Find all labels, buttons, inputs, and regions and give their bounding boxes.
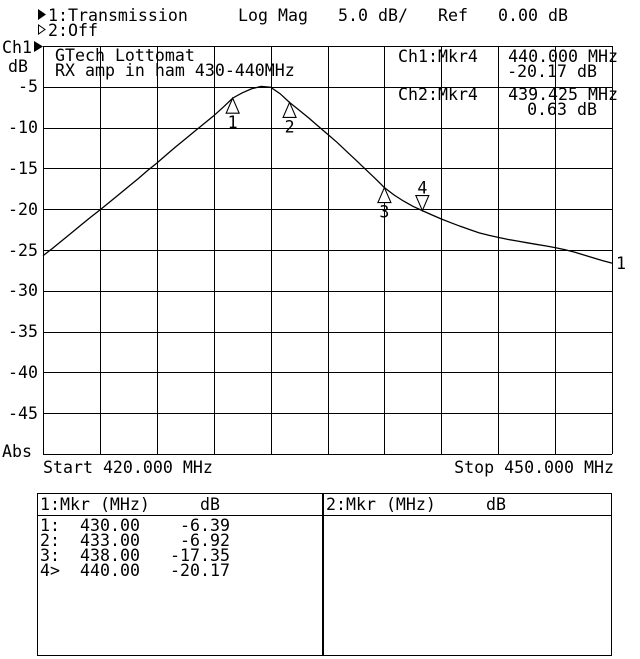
- marker-table-cell-num: 4>: [40, 561, 60, 580]
- inactive-trace-icon: [38, 24, 46, 35]
- ref-level-icon: [34, 41, 43, 52]
- trace-1-end-label: 1: [616, 254, 626, 273]
- marker-table-cell-num: 2:: [40, 531, 60, 550]
- marker-table-ch2-header: 2:Mkr (MHz) dB: [324, 494, 611, 516]
- active-trace-icon: [38, 9, 46, 20]
- start-frequency-label: Start 420.000 MHz: [43, 458, 213, 477]
- y-axis-label: -10: [8, 118, 38, 138]
- marker-table-ch1-header-label: 1:Mkr (MHz): [40, 495, 150, 514]
- y-axis-label: -20: [8, 199, 38, 219]
- marker-2-icon: [282, 101, 297, 119]
- marker-table-row: 4> 440.00 -20.17: [40, 561, 230, 580]
- y-axis-label: -40: [8, 362, 38, 382]
- channel-label: Ch1: [2, 38, 32, 57]
- title-line2: RX amp in ham 430-440MHz: [55, 61, 295, 80]
- marker-table-cell-freq: 438.00: [80, 546, 140, 565]
- stop-frequency-label: Stop 450.000 MHz: [454, 458, 614, 477]
- marker-2-number: 2: [285, 117, 295, 136]
- marker-table-cell-db: -6.92: [180, 531, 230, 550]
- trace2-label: 2:Off: [48, 21, 98, 40]
- marker-table-row: 2: 433.00 -6.92: [40, 531, 230, 550]
- readout-ch2-freq: 439.425 MHz: [508, 85, 618, 104]
- marker-table-cell-freq: 430.00: [80, 516, 140, 535]
- y-axis-label: -35: [8, 322, 38, 342]
- marker-3-number: 3: [379, 203, 389, 222]
- marker-table-cell-freq: 433.00: [80, 531, 140, 550]
- y-axis-label: -5: [18, 77, 38, 97]
- marker-table-ch1-header-unit: dB: [200, 495, 220, 514]
- readout-ch1-label: Ch1:Mkr4: [398, 47, 478, 66]
- marker-table-cell-db: -17.35: [170, 546, 230, 565]
- marker-table-ch2: 2:Mkr (MHz) dB: [323, 493, 612, 656]
- ref-label: Ref: [438, 6, 468, 25]
- marker-table-ch1-rows: 1: 430.00 -6.39 2: 433.00 -6.92 3: 438.00 -17.35…: [40, 516, 230, 580]
- marker-4-icon: [414, 195, 430, 212]
- y-axis-label: -45: [8, 403, 38, 423]
- marker-4-number: 4: [417, 179, 427, 198]
- marker-table-cell-db: -6.39: [180, 516, 230, 535]
- readout-ch1-freq: 440.000 MHz: [508, 47, 618, 66]
- marker-1-icon: [225, 96, 241, 114]
- marker-table-ch2-header-unit: dB: [486, 495, 506, 514]
- marker-3-icon: [377, 186, 392, 204]
- title-line1: GTech Lottomat: [55, 46, 195, 65]
- marker-table-ch2-header-label: 2:Mkr (MHz): [326, 495, 436, 514]
- marker-table-cell-db: -20.17: [170, 561, 230, 580]
- readout-ch2-level: 0.63 dB: [527, 100, 597, 119]
- ref-value: 0.00 dB: [498, 6, 568, 25]
- marker-table-cell-num: 1:: [40, 516, 60, 535]
- marker-table-cell-freq: 440.00: [80, 561, 140, 580]
- scale-label: 5.0 dB/: [338, 6, 408, 25]
- marker-table-row: 1: 430.00 -6.39: [40, 516, 230, 535]
- y-axis-label: -30: [8, 281, 38, 301]
- readout-ch1-level: -20.17 dB: [507, 62, 597, 81]
- marker-1-number: 1: [228, 113, 238, 132]
- grid: [43, 46, 613, 455]
- marker-table-ch1: 1:Mkr (MHz) dB 1: 430.00 -6.39 2: 433.00 -6.9…: [37, 493, 323, 656]
- format-label: Log Mag: [238, 6, 308, 25]
- marker-table-ch1-header: 1:Mkr (MHz) dB: [38, 494, 322, 516]
- trace1-label: 1:Transmission: [48, 6, 188, 25]
- y-axis-label: -15: [8, 158, 38, 178]
- y-axis-label: -25: [8, 240, 38, 260]
- readout-ch2-label: Ch2:Mkr4: [398, 85, 478, 104]
- y-mode-label: Abs: [2, 442, 32, 461]
- trace-1: [42, 85, 613, 264]
- marker-table-row: 3: 438.00 -17.35: [40, 546, 230, 565]
- marker-table-cell-num: 3:: [40, 546, 60, 565]
- y-unit-label: dB: [8, 57, 28, 76]
